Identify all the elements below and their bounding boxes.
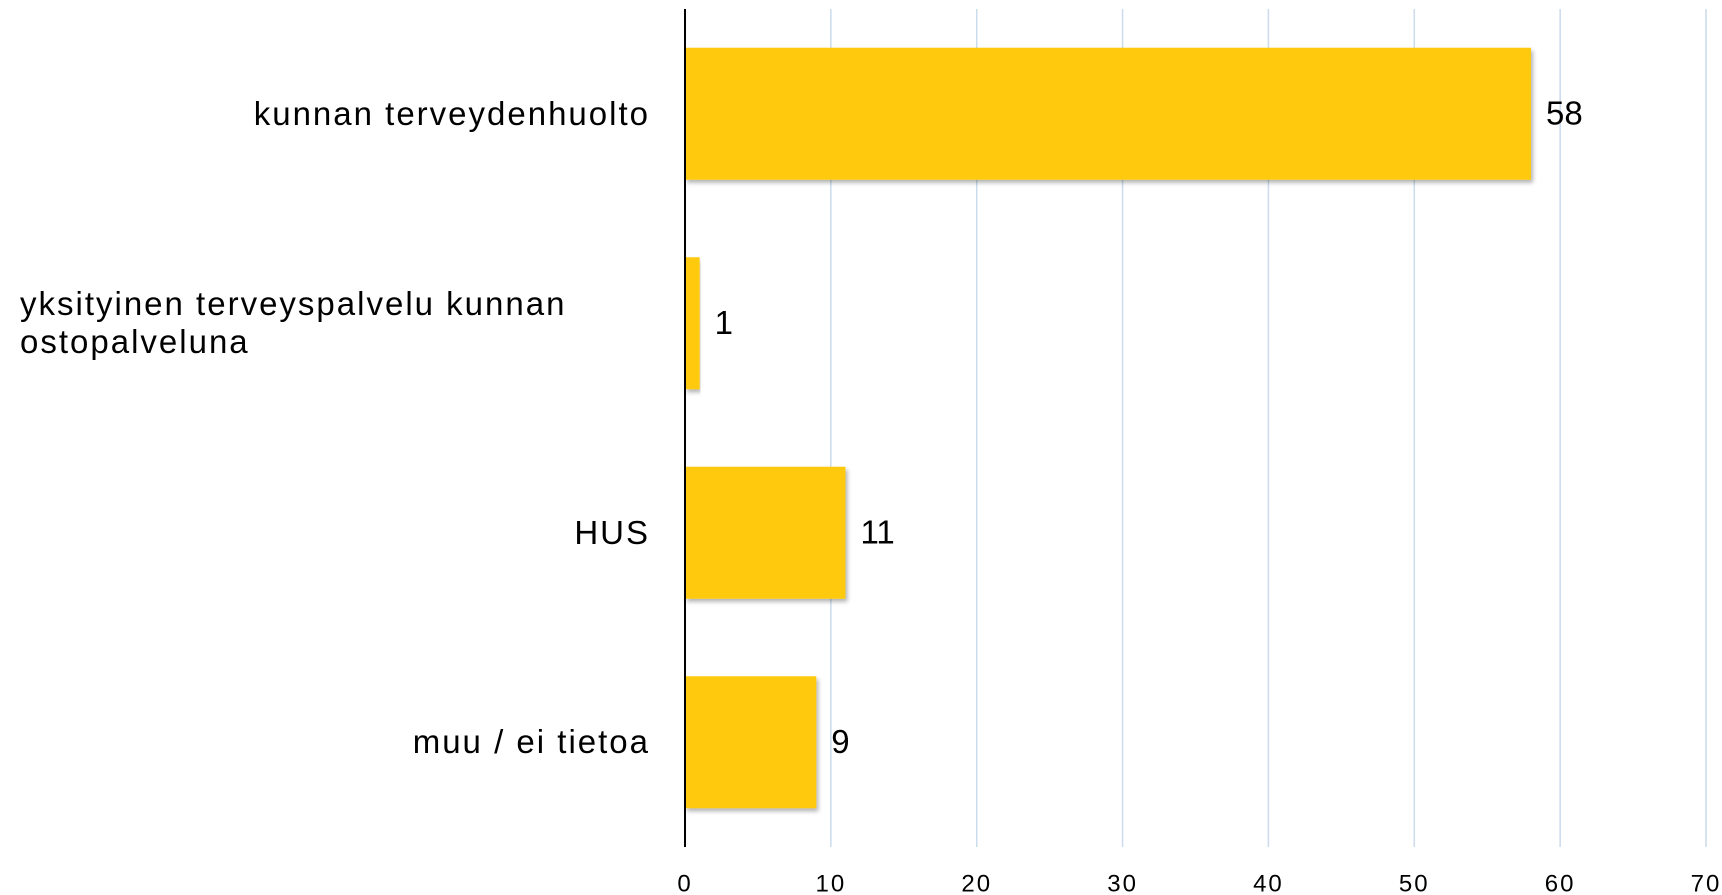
value-label: 58 — [1546, 94, 1583, 131]
y-tick-label-box: muu / ei tietoa — [20, 723, 650, 761]
bar — [685, 466, 846, 599]
y-tick-label: HUS — [574, 513, 650, 551]
value-label: 1 — [715, 304, 733, 341]
y-tick-label-box: yksityinen terveyspalvelu kunnan ostopal… — [20, 285, 650, 361]
x-tick-label: 0 — [677, 870, 692, 895]
y-tick-label: muu / ei tietoa — [412, 723, 650, 761]
x-tick-label: 10 — [816, 870, 847, 895]
value-label: 9 — [831, 723, 849, 760]
bar — [685, 47, 1531, 180]
x-tick-label: 30 — [1107, 870, 1138, 895]
y-tick-label: yksityinen terveyspalvelu kunnan ostopal… — [20, 285, 567, 361]
x-tick-label: 60 — [1545, 870, 1576, 895]
x-tick-label: 70 — [1691, 870, 1722, 895]
y-tick-label: kunnan terveydenhuolto — [253, 94, 650, 132]
x-tick-label: 20 — [961, 870, 992, 895]
value-label: 11 — [860, 513, 894, 550]
x-tick-label: 40 — [1253, 870, 1284, 895]
y-tick-label-box: HUS — [20, 514, 650, 552]
x-tick-label: 50 — [1399, 870, 1430, 895]
bar — [685, 676, 817, 809]
bar — [685, 257, 700, 390]
y-tick-label-box: kunnan terveydenhuolto — [20, 95, 650, 133]
